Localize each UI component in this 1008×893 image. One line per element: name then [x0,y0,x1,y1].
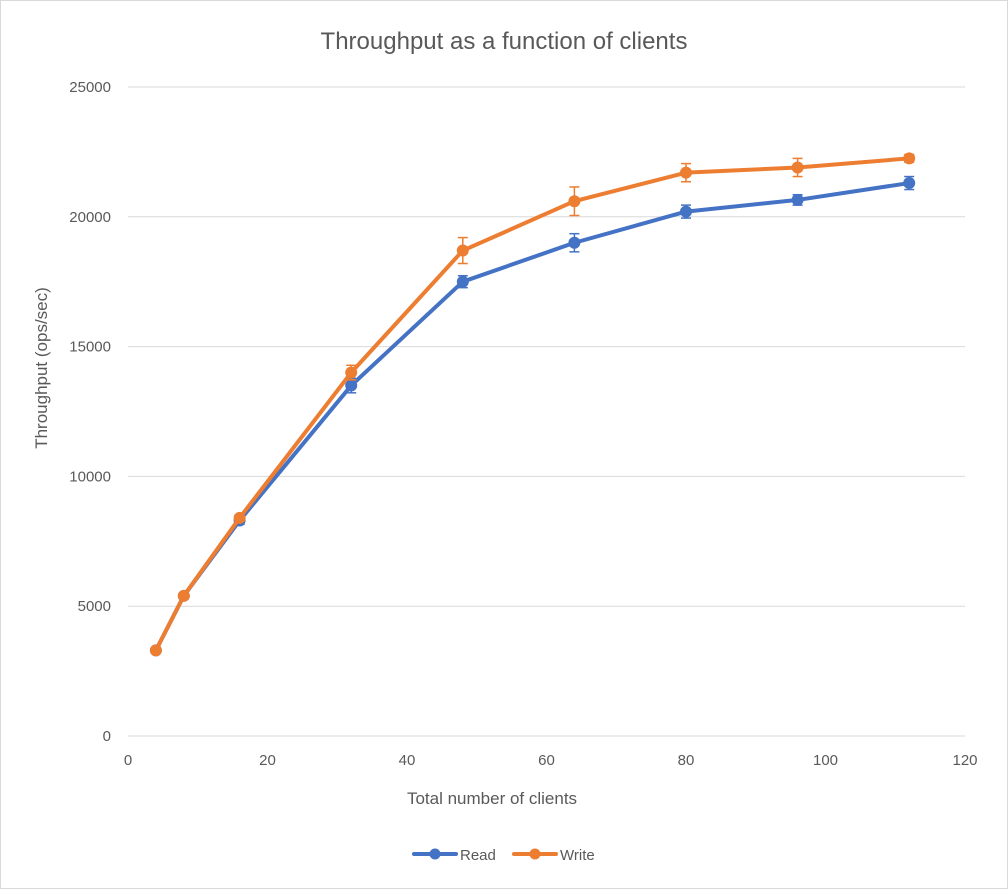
data-point [680,166,692,179]
data-point [345,379,358,392]
legend-marker [429,848,441,860]
data-point [568,195,581,208]
gridlines [128,86,965,737]
data-point [233,511,246,524]
y-axis-title: Throughput (ops/sec) [32,287,51,449]
y-tick-label: 0 [103,728,111,745]
data-point [177,589,190,602]
series-write [149,152,916,657]
data-point [149,644,162,657]
y-axis-ticks: 0 5000 10000 15000 20000 25000 [69,79,111,745]
data-point [903,152,916,165]
series-read [149,175,916,657]
data-point [791,161,804,174]
x-tick-label: 40 [399,752,416,769]
legend-label: Write [560,847,595,864]
x-axis-title: Total number of clients [407,789,577,808]
legend-item-write: Write [512,847,595,864]
y-tick-label: 20000 [69,209,111,226]
series-line-read [153,181,912,653]
data-point [568,236,581,249]
y-tick-label: 15000 [69,339,111,356]
data-point [456,275,469,288]
data-point [456,244,469,257]
series-layer [149,152,916,657]
legend-label: Read [460,847,496,864]
x-tick-label: 80 [678,752,695,769]
data-point [903,177,916,190]
y-tick-label: 25000 [69,79,111,96]
y-tick-label: 5000 [78,598,111,615]
x-tick-label: 60 [538,752,555,769]
data-point [791,193,804,206]
legend: Read Write [412,847,595,864]
x-tick-label: 0 [124,752,132,769]
x-axis-ticks: 0 20 40 60 80 100 120 [124,752,978,769]
legend-marker [529,848,541,860]
series-line-write [153,156,912,653]
x-tick-label: 100 [813,752,838,769]
y-tick-label: 10000 [69,468,111,485]
chart-title: Throughput as a function of clients [321,28,688,55]
x-tick-label: 120 [952,752,977,769]
x-tick-label: 20 [259,752,276,769]
legend-item-read: Read [412,847,496,864]
data-point [345,366,358,379]
data-point [680,205,692,218]
